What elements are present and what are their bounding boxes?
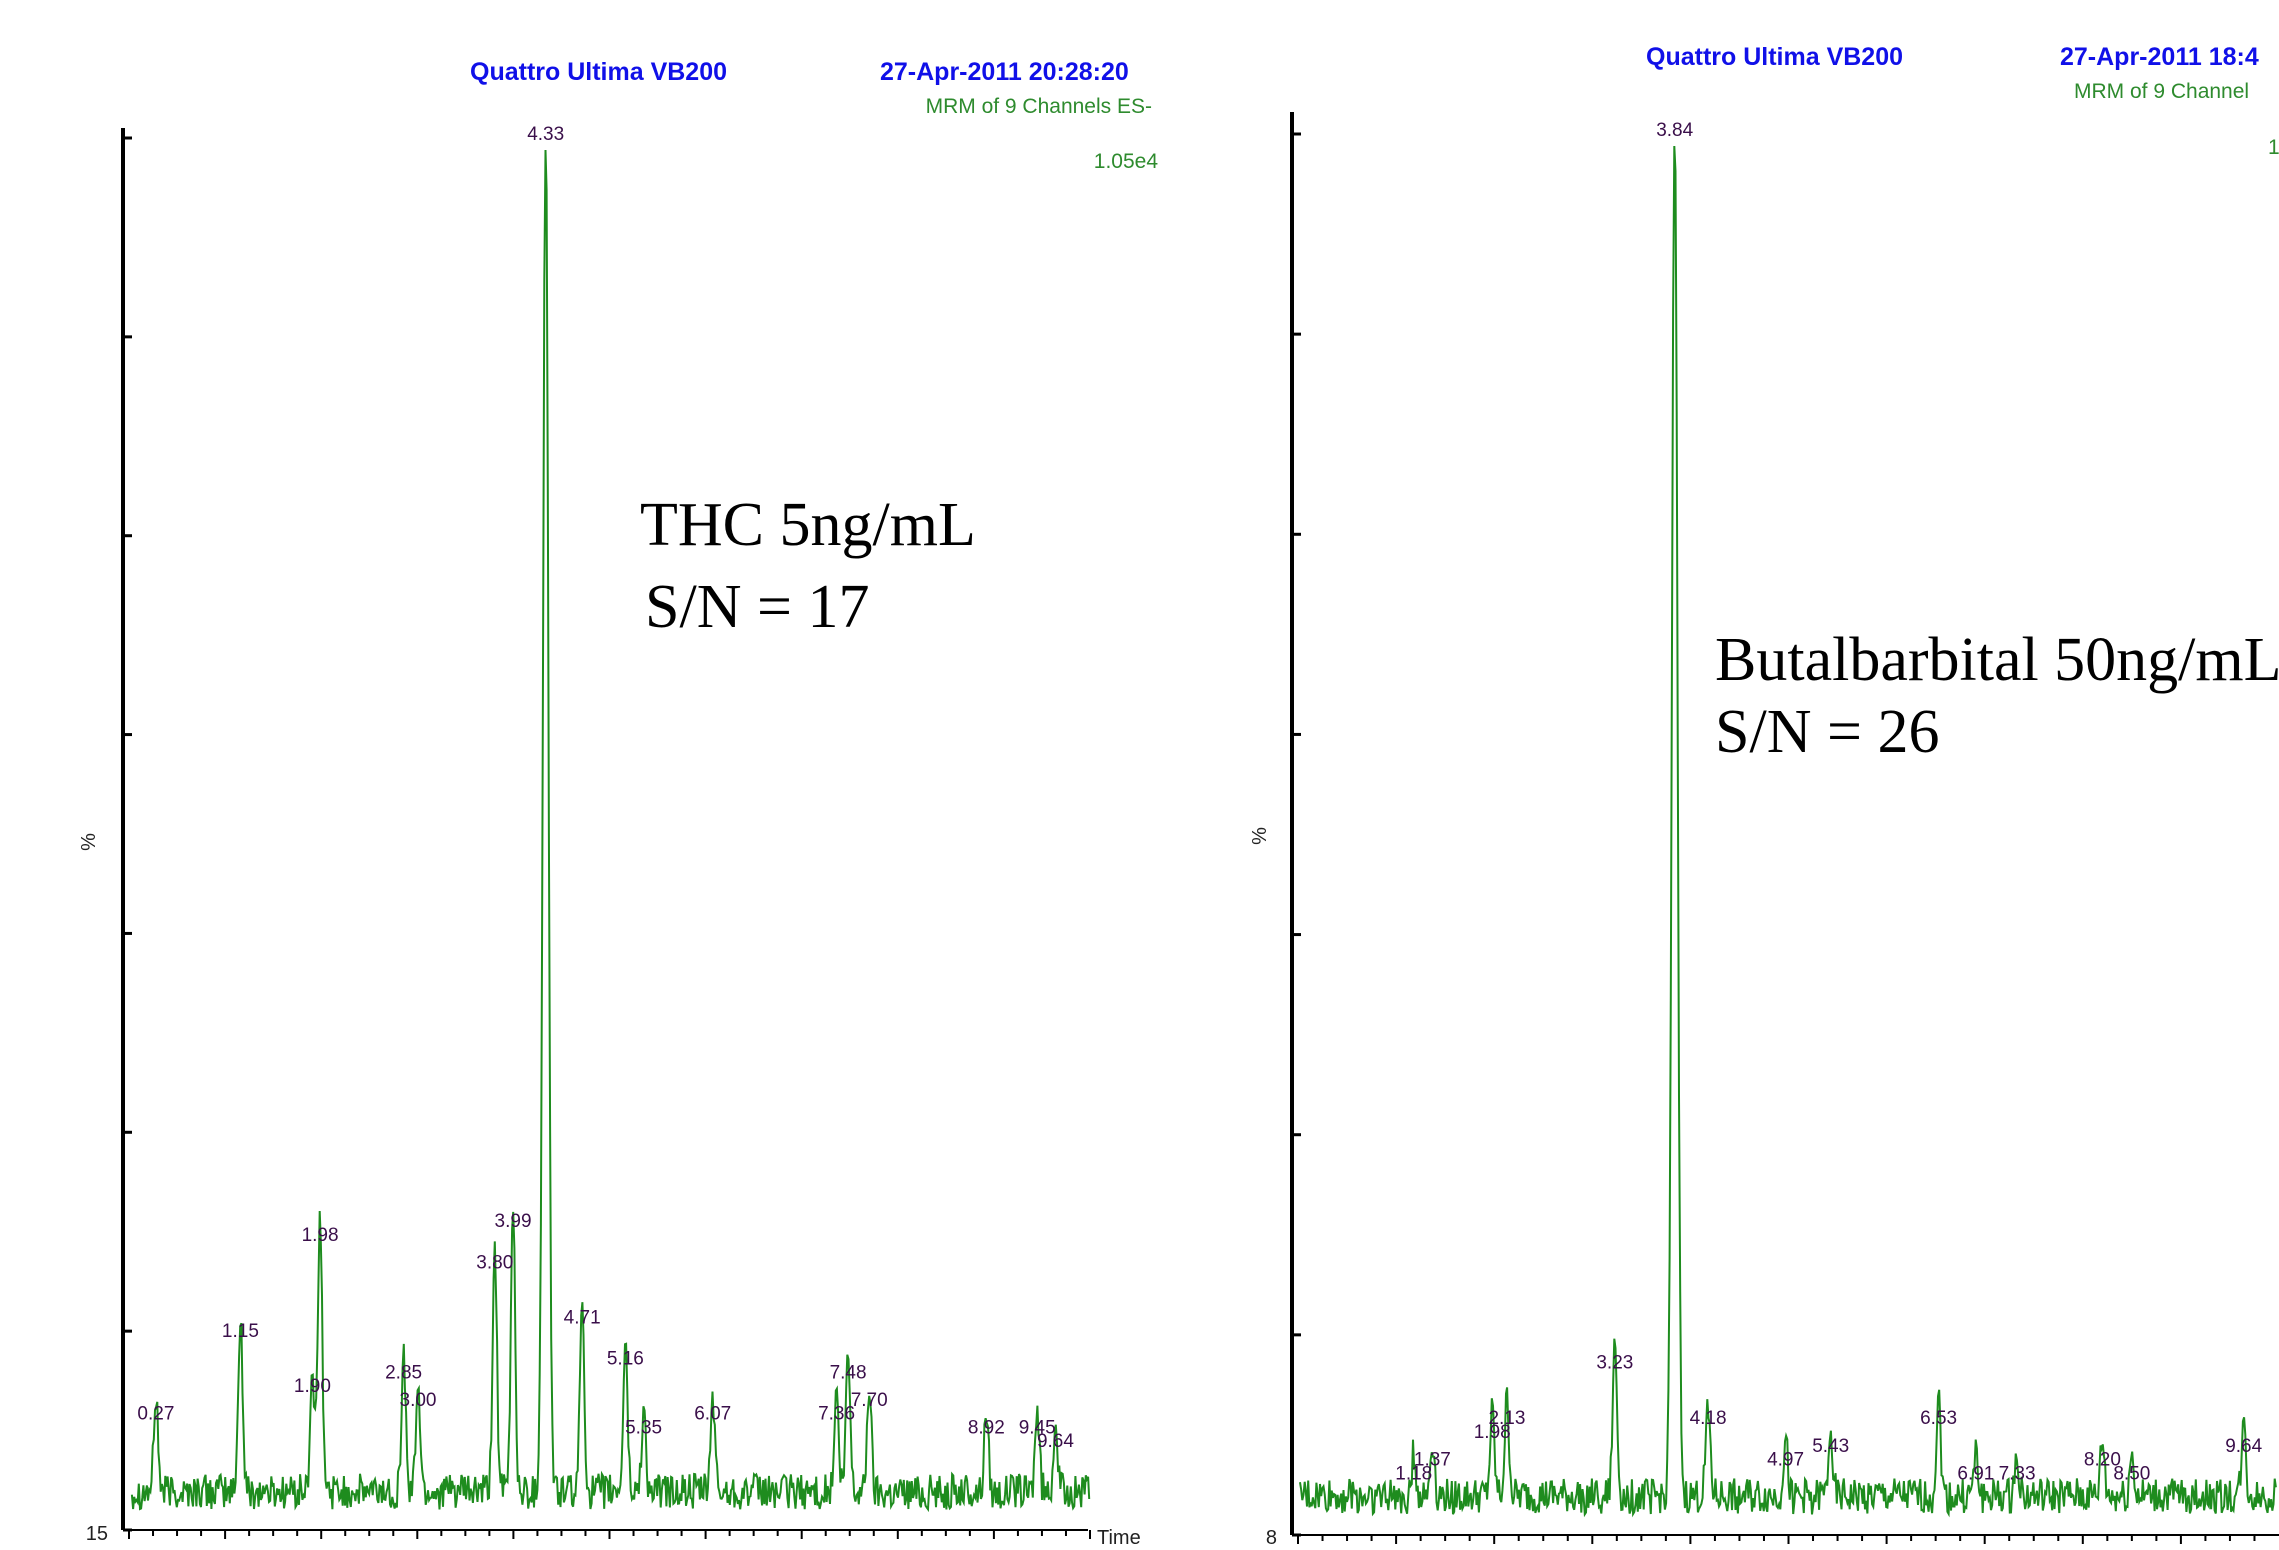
left-x-axis-label: Time	[1097, 1527, 1141, 1549]
left-peak-label: 5.16	[607, 1349, 644, 1370]
right-x-ticks	[1297, 1535, 2256, 1544]
left-peak-label: 1.98	[302, 1225, 339, 1246]
right-y-ticks	[1292, 132, 1301, 1537]
right-peak-label: 4.18	[1690, 1408, 1727, 1429]
right-instrument-title: Quattro Ultima VB200	[1646, 43, 1903, 71]
left-annotation-line-1: THC 5ng/mL	[640, 491, 976, 559]
left-peak-label: 9.64	[1037, 1431, 1074, 1452]
left-subtitle: MRM of 9 Channels ES-	[926, 95, 1152, 118]
left-intensity: 1.05e4	[1094, 150, 1159, 173]
right-peak-label: 6.91	[1957, 1463, 1994, 1484]
right-annotation-line-2: S/N = 26	[1715, 698, 1939, 766]
left-annotation-line-2: S/N = 17	[645, 573, 869, 641]
left-peak-label: 3.00	[400, 1390, 437, 1411]
right-peak-label: 4.97	[1767, 1450, 1804, 1471]
left-peak-label: 7.36	[818, 1404, 855, 1425]
left-peak-label: 0.27	[137, 1404, 174, 1425]
right-peak-label: 8.50	[2113, 1463, 2150, 1484]
right-subtitle: MRM of 9 Channel	[2074, 80, 2249, 103]
left-peak-labels: 0.27 1.15 1.90 1.98 2.85 3.00 3.80 3.99 4.33 4.71…	[137, 124, 1074, 1452]
left-peak-label: 8.92	[968, 1417, 1005, 1438]
right-peak-label: 3.23	[1596, 1353, 1633, 1374]
left-peak-label: 3.99	[495, 1211, 532, 1232]
left-peak-label: 9.45	[1019, 1417, 1056, 1438]
right-peak-label: 7.33	[1999, 1463, 2036, 1484]
left-peak-label: 1.15	[222, 1321, 259, 1342]
chart-right: Quattro Ultima VB200 27-Apr-2011 18:4 MR…	[1249, 43, 2279, 1549]
right-peak-label: 1.37	[1414, 1450, 1451, 1471]
right-peak-label: 9.64	[2225, 1436, 2262, 1457]
left-timestamp: 27-Apr-2011 20:28:20	[880, 58, 1129, 86]
right-peak-label: 8.20	[2084, 1450, 2121, 1471]
right-peak-label: 3.84	[1656, 120, 1693, 141]
right-peak-label: 6.53	[1920, 1408, 1957, 1429]
left-peak-label: 3.80	[476, 1252, 513, 1273]
left-peak-label: 4.33	[527, 124, 564, 145]
right-trace-line	[1299, 145, 2277, 1518]
left-peak-label: 7.48	[830, 1362, 867, 1383]
left-peak-label: 5.35	[625, 1417, 662, 1438]
left-instrument-title: Quattro Ultima VB200	[470, 58, 727, 86]
right-intensity: 1	[2268, 136, 2279, 159]
left-peak-label: 7.70	[851, 1390, 888, 1411]
left-y-axis-label: %	[78, 833, 100, 851]
left-y-min-label: 15	[86, 1523, 108, 1545]
right-y-axis-label: %	[1249, 827, 1271, 845]
chart-left: Quattro Ultima VB200 27-Apr-2011 20:28:2…	[78, 58, 1158, 1549]
right-peak-label: 1.98	[1474, 1422, 1511, 1443]
left-peak-label: 2.85	[385, 1362, 422, 1383]
right-peak-label: 2.13	[1488, 1408, 1525, 1429]
right-y-min-label: 8	[1266, 1527, 1277, 1549]
right-peak-labels: 1.181.37 1.982.13 3.23 3.84 4.18 4.97 5.43 6.53…	[1395, 120, 2262, 1484]
right-peak-label: 5.43	[1812, 1436, 1849, 1457]
left-peak-label: 4.71	[564, 1307, 601, 1328]
right-annotation-line-1: Butalbarbital 50ng/mL	[1715, 626, 2279, 694]
left-peak-label: 1.90	[294, 1376, 331, 1397]
left-x-ticks	[128, 1530, 1091, 1539]
right-peak-label: 1.18	[1395, 1463, 1432, 1484]
left-y-ticks	[123, 136, 132, 1532]
left-peak-label: 6.07	[694, 1404, 731, 1425]
right-timestamp: 27-Apr-2011 18:4	[2060, 43, 2259, 71]
left-trace-line	[130, 149, 1091, 1513]
